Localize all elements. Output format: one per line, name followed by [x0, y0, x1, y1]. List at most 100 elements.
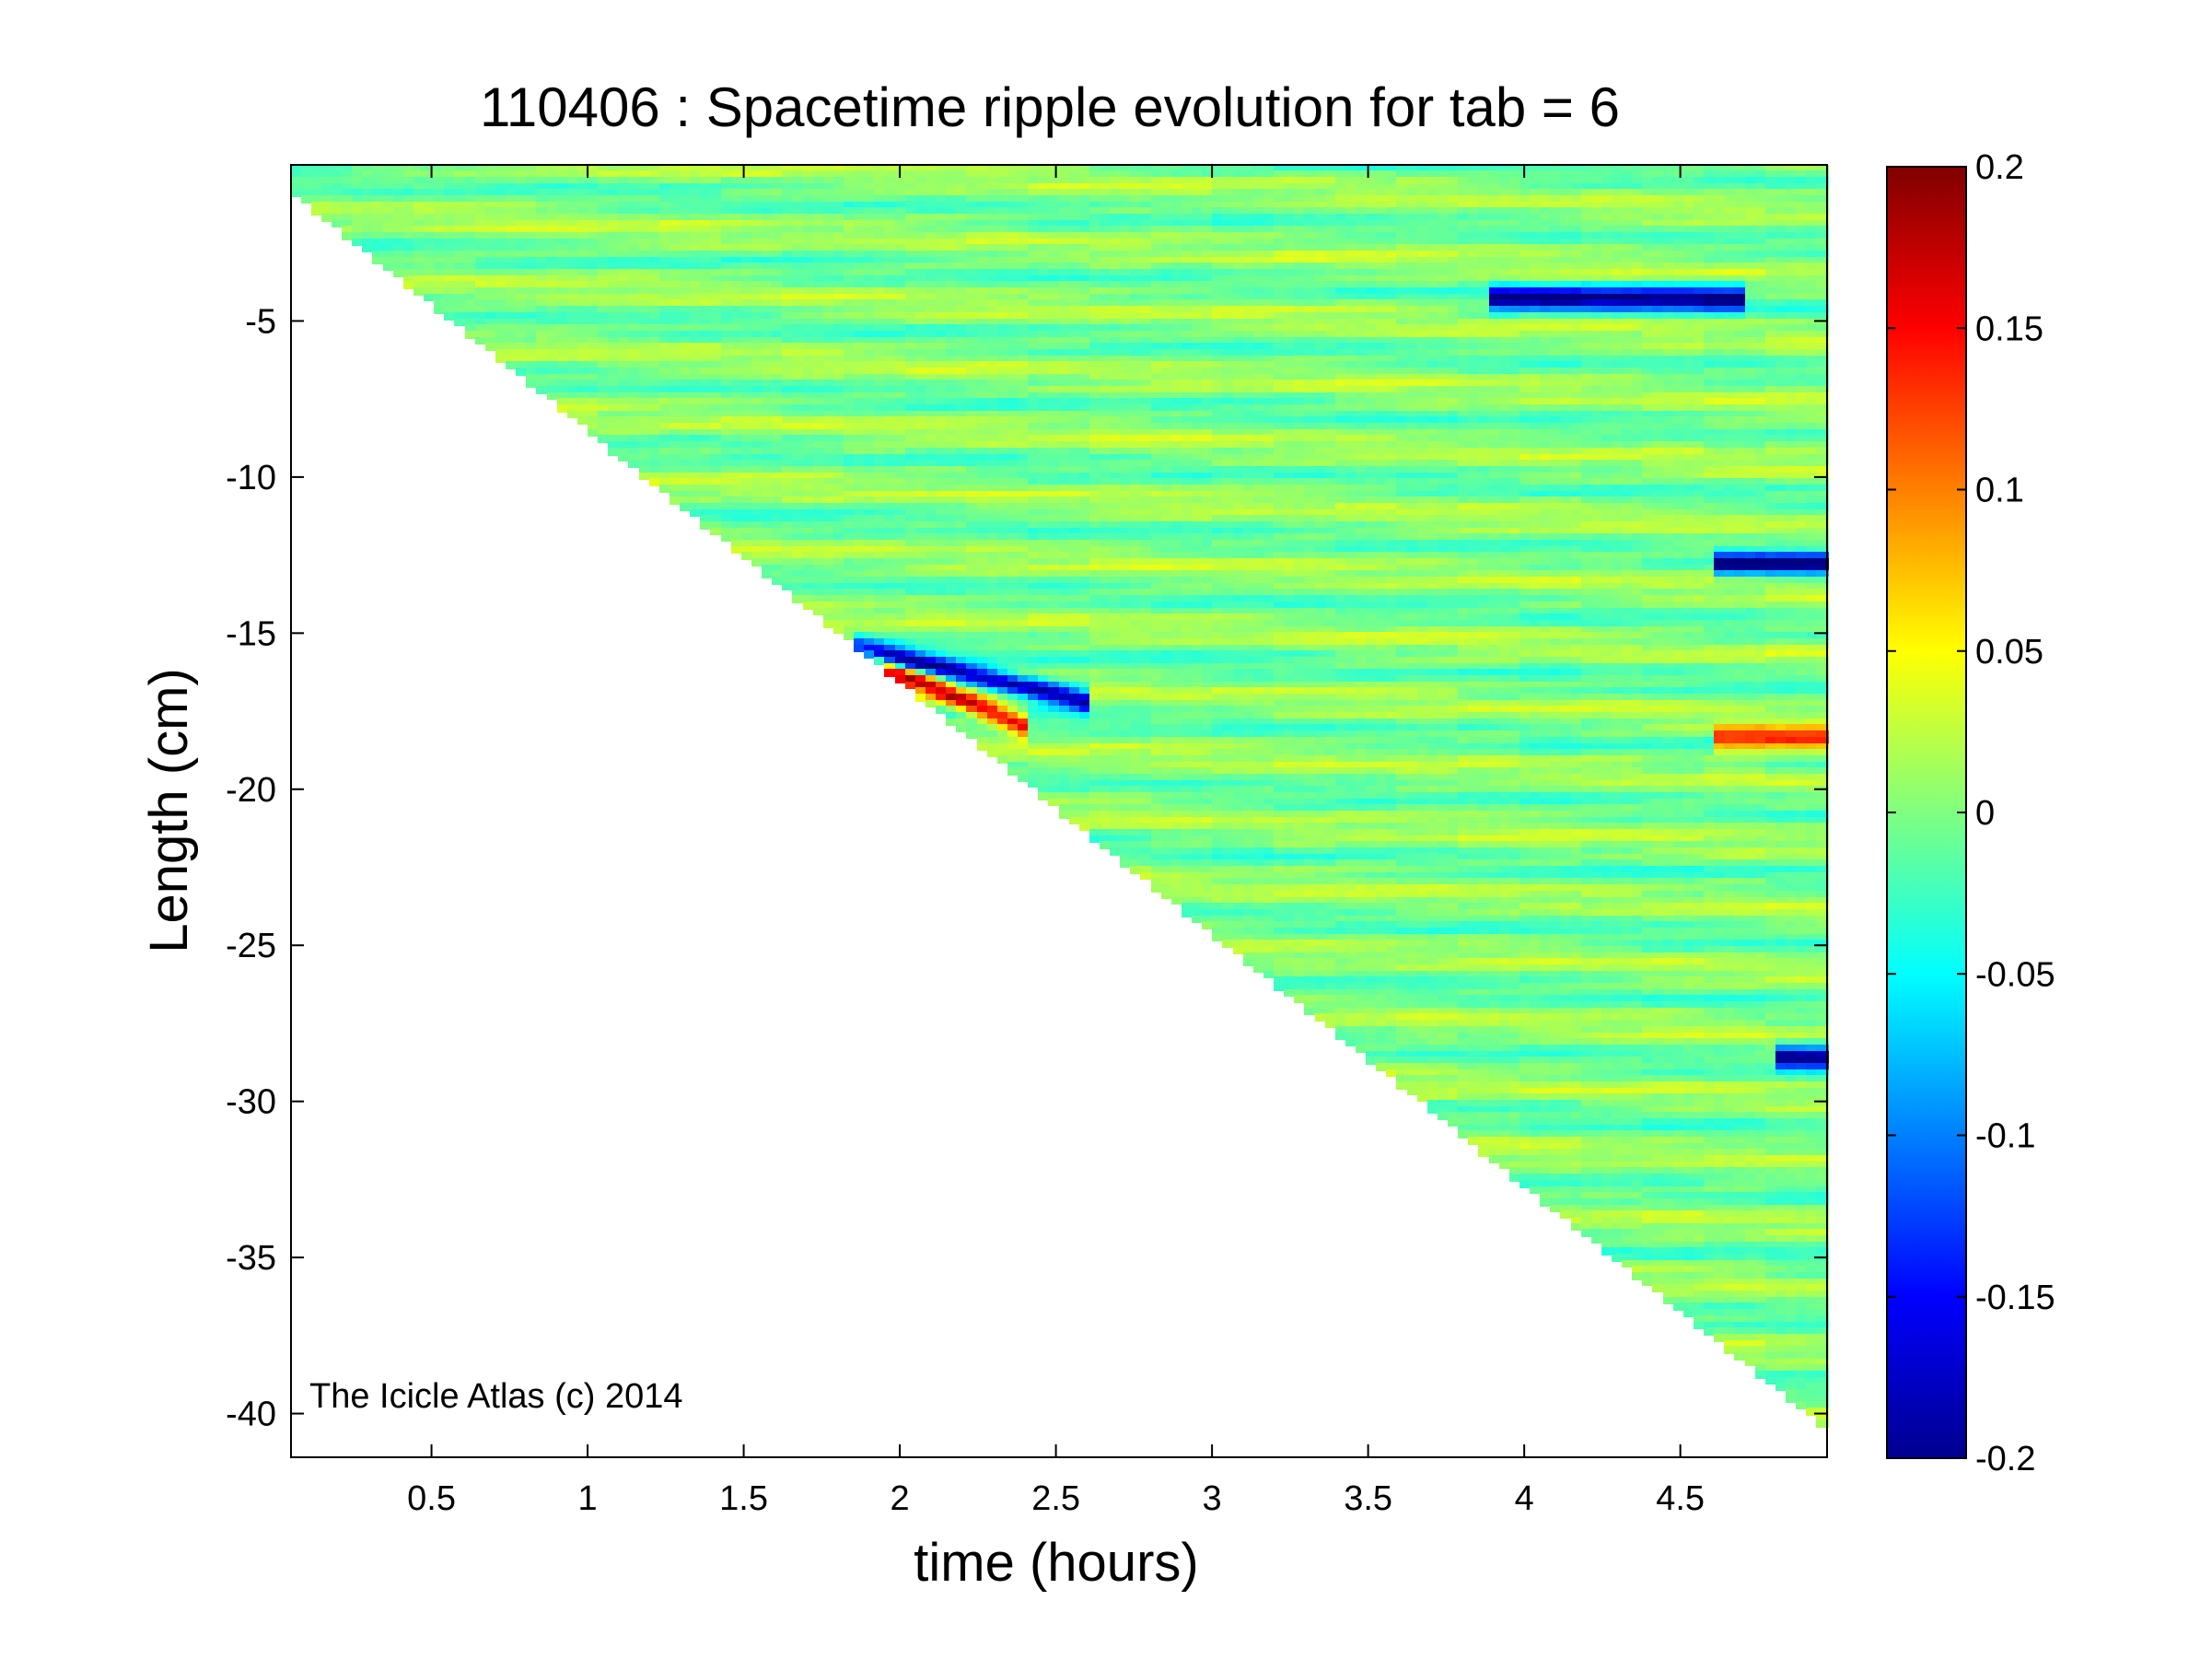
heatmap-cell — [1007, 497, 1019, 505]
heatmap-cell — [915, 232, 927, 240]
heatmap-cell — [854, 165, 866, 172]
heatmap-cell — [1130, 687, 1142, 695]
heatmap-cell — [659, 404, 671, 413]
heatmap-cell — [1089, 269, 1101, 277]
heatmap-cell — [946, 473, 958, 480]
heatmap-cell — [772, 416, 784, 425]
heatmap-cell — [557, 398, 569, 406]
heatmap-cell — [844, 207, 856, 216]
heatmap-cell — [864, 460, 876, 468]
heatmap-cell — [936, 356, 948, 363]
heatmap-cell — [874, 343, 886, 351]
heatmap-cell — [926, 570, 937, 578]
heatmap-cell — [577, 275, 589, 283]
heatmap-cell — [905, 626, 917, 634]
heatmap-cell — [608, 435, 620, 443]
heatmap-cell — [1048, 356, 1061, 363]
heatmap-cell — [424, 251, 436, 259]
heatmap-cell — [547, 356, 559, 363]
heatmap-cell — [915, 497, 927, 505]
heatmap-cell — [956, 165, 968, 172]
heatmap-cell — [905, 460, 917, 468]
heatmap-cell — [905, 466, 917, 474]
heatmap-cell — [926, 565, 937, 572]
heatmap-cell — [639, 170, 651, 179]
heatmap-cell — [936, 195, 948, 204]
heatmap-cell — [946, 312, 958, 321]
heatmap-cell — [598, 416, 610, 425]
heatmap-cell — [884, 515, 897, 523]
heatmap-cell — [700, 374, 712, 381]
heatmap-cell — [946, 528, 958, 535]
heatmap-cell — [1048, 349, 1061, 357]
heatmap-cell — [1130, 730, 1142, 739]
heatmap-cell — [823, 392, 835, 400]
heatmap-cell — [987, 650, 999, 659]
heatmap-cell — [1028, 540, 1040, 548]
heatmap-cell — [465, 275, 477, 283]
heatmap-cell — [639, 392, 651, 400]
heatmap-cell — [1048, 663, 1061, 671]
heatmap-cell — [444, 202, 456, 209]
heatmap-cell — [895, 497, 907, 505]
heatmap-cell — [577, 281, 589, 289]
heatmap-cell — [1130, 749, 1142, 757]
heatmap-cell — [1069, 491, 1081, 498]
heatmap-cell — [1018, 281, 1030, 289]
heatmap-cell — [731, 244, 743, 252]
heatmap-cell — [1038, 319, 1050, 326]
heatmap-cell — [659, 337, 671, 345]
heatmap-cell — [1059, 244, 1071, 252]
heatmap-cell — [987, 189, 999, 197]
heatmap-cell — [926, 386, 937, 394]
heatmap-cell — [946, 324, 958, 333]
heatmap-cell — [495, 337, 507, 345]
heatmap-cell — [1120, 404, 1132, 413]
heatmap-cell — [1110, 755, 1122, 764]
heatmap-cell — [557, 232, 569, 240]
heatmap-cell — [1110, 657, 1122, 665]
heatmap-cell — [987, 478, 999, 486]
heatmap-cell — [751, 177, 763, 185]
heatmap-cell — [956, 312, 968, 321]
heatmap-cell — [741, 275, 753, 283]
heatmap-cell — [844, 257, 856, 264]
heatmap-cell — [1110, 170, 1122, 179]
heatmap-cell — [936, 645, 948, 652]
heatmap-cell — [608, 368, 620, 376]
heatmap-cell — [495, 294, 507, 301]
heatmap-cell — [1089, 244, 1101, 252]
heatmap-cell — [1059, 515, 1071, 523]
heatmap-cell — [1079, 515, 1091, 523]
heatmap-cell — [1089, 663, 1101, 671]
heatmap-cell — [485, 324, 497, 333]
heatmap-cell — [1028, 552, 1040, 560]
heatmap-cell — [1007, 368, 1019, 376]
heatmap-cell — [1079, 404, 1091, 413]
heatmap-cell — [762, 306, 774, 314]
heatmap-cell — [465, 263, 477, 271]
heatmap-cell — [1028, 767, 1040, 776]
heatmap-cell — [680, 275, 692, 283]
heatmap-cell — [844, 411, 856, 418]
heatmap-cell — [1140, 170, 1153, 179]
heatmap-cell — [895, 675, 907, 683]
heatmap-cell — [1089, 392, 1101, 400]
heatmap-cell — [1120, 780, 1132, 788]
heatmap-cell — [1100, 485, 1112, 493]
heatmap-cell — [854, 239, 866, 246]
heatmap-cell — [833, 319, 845, 326]
heatmap-cell — [649, 170, 661, 179]
heatmap-cell — [628, 448, 641, 456]
heatmap-cell — [1007, 663, 1019, 671]
heatmap-cell — [803, 337, 815, 345]
heatmap-cell — [424, 183, 436, 191]
heatmap-cell — [1089, 263, 1101, 271]
heatmap-cell — [639, 207, 651, 216]
heatmap-cell — [864, 473, 876, 480]
heatmap-cell — [946, 429, 958, 437]
heatmap-cell — [1038, 257, 1050, 264]
heatmap-cell — [946, 183, 958, 191]
heatmap-cell — [332, 183, 343, 191]
heatmap-cell — [1038, 645, 1050, 652]
